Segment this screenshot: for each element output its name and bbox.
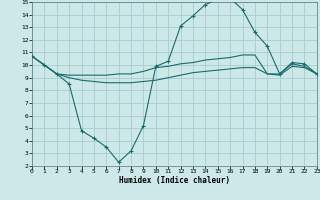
X-axis label: Humidex (Indice chaleur): Humidex (Indice chaleur) (119, 176, 230, 185)
